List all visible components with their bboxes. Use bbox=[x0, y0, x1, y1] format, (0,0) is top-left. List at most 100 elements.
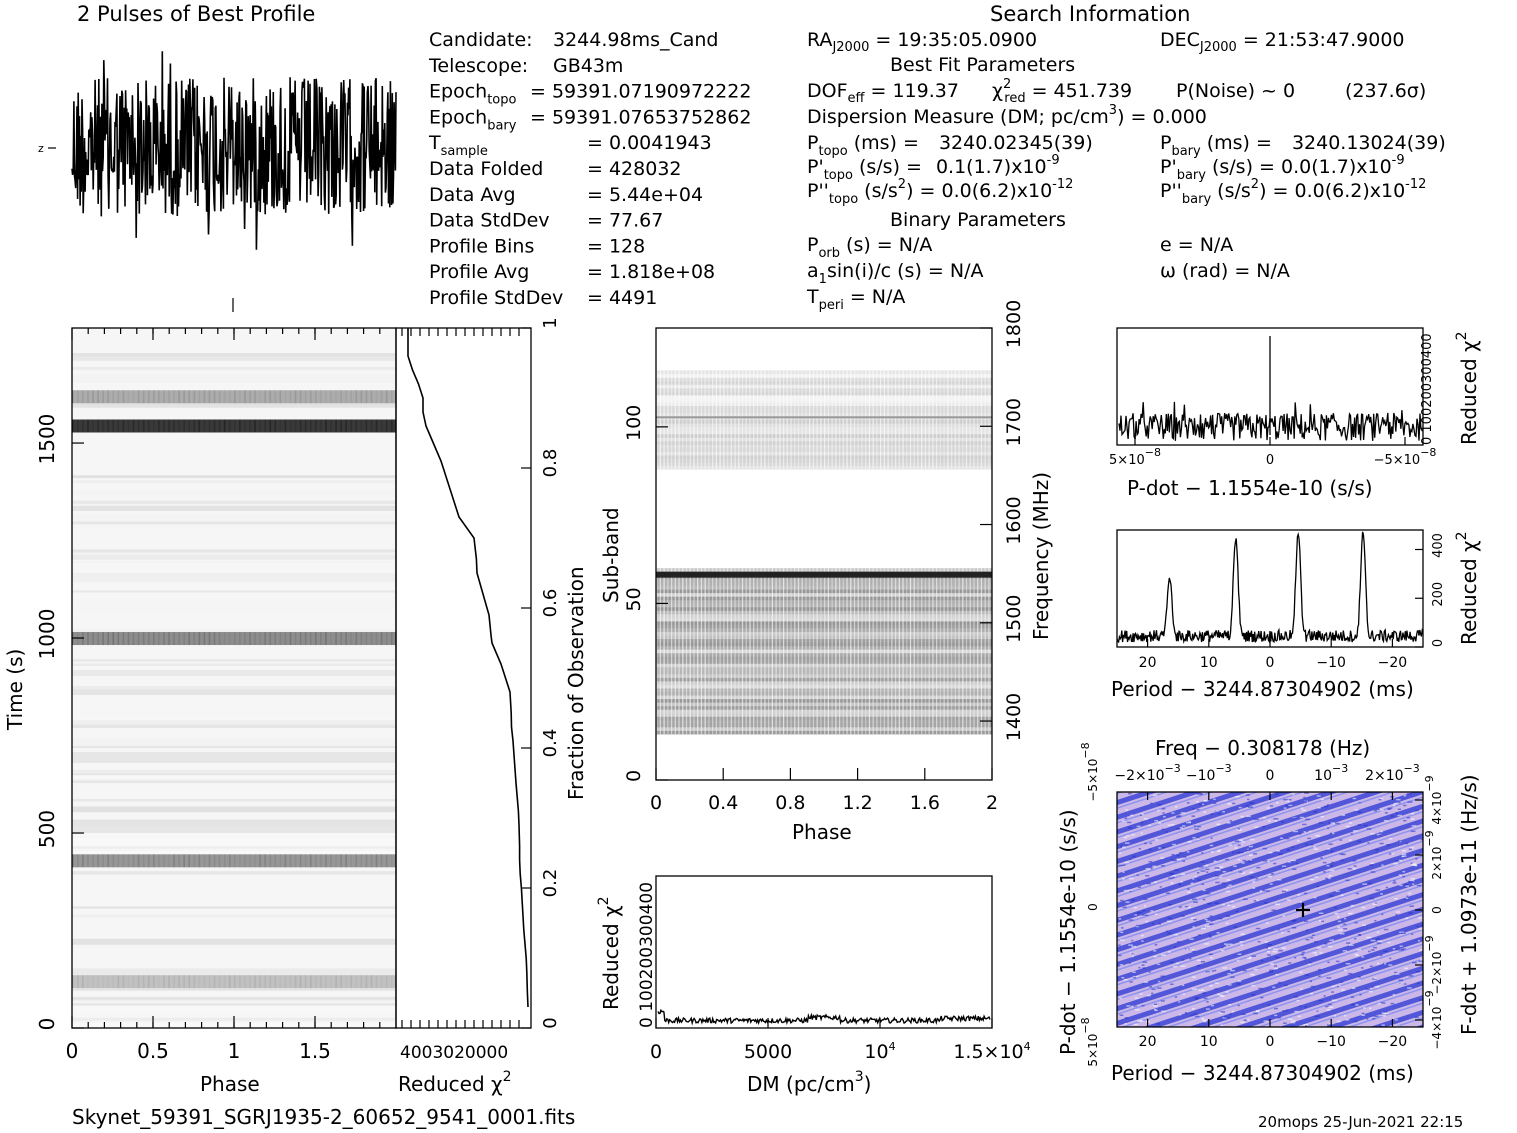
period-pdot-speckle bbox=[1237, 828, 1240, 830]
subband-streak bbox=[790, 568, 792, 735]
period-pdot-speckle bbox=[1331, 985, 1335, 988]
subband-streak bbox=[977, 370, 979, 470]
time-phase-band bbox=[72, 738, 396, 746]
period-pdot-speckle bbox=[1403, 794, 1407, 797]
period-pdot-speckle bbox=[1136, 874, 1139, 876]
period-pdot-speckle bbox=[1328, 864, 1334, 867]
period-pdot-speckle bbox=[1253, 1012, 1259, 1015]
period-pdot-speckle bbox=[1126, 1005, 1131, 1007]
time-phase-streak bbox=[370, 975, 373, 989]
period-pdot-speckle bbox=[1128, 919, 1134, 921]
time-phase-streak bbox=[375, 632, 378, 646]
subband-streak bbox=[670, 370, 673, 470]
period-pdot-speckle bbox=[1267, 1004, 1271, 1006]
period-pdot-speckle bbox=[1383, 950, 1388, 952]
subband-y2tick-label: 1500 bbox=[1003, 595, 1025, 643]
period-pdot-speckle bbox=[1288, 804, 1293, 807]
period-pdot-speckle bbox=[1174, 869, 1179, 871]
dm-xtick-label: 104 bbox=[864, 1040, 895, 1063]
footer-filename: Skynet_59391_SGRJ1935-2_60652_9541_0001.… bbox=[72, 1105, 575, 1129]
period-pdot-speckle bbox=[1146, 882, 1152, 885]
time-phase-streak bbox=[304, 975, 307, 989]
subband-streak bbox=[741, 370, 744, 470]
period-pdot-speckle bbox=[1226, 886, 1229, 888]
period-pdot-speckle bbox=[1310, 985, 1315, 988]
period-pdot-speckle bbox=[1240, 815, 1244, 818]
subband-row bbox=[656, 621, 992, 625]
period-pdot-speckle bbox=[1405, 842, 1409, 845]
time-phase-streak bbox=[304, 419, 307, 433]
period-pdot-speckle bbox=[1323, 871, 1326, 873]
period-pdot-speckle bbox=[1236, 829, 1242, 831]
period-pdot-speckle bbox=[1133, 976, 1137, 979]
time-phase-band bbox=[72, 718, 396, 722]
time-phase-streak bbox=[360, 632, 363, 646]
period-pdot-speckle bbox=[1190, 917, 1195, 919]
subband-row bbox=[656, 606, 992, 611]
subband-streak bbox=[685, 370, 688, 470]
subband-streak bbox=[965, 568, 968, 735]
period-pdot-speckle bbox=[1223, 943, 1228, 945]
period-pdot-speckle bbox=[1148, 860, 1153, 863]
time-phase-streak bbox=[370, 419, 373, 433]
subband-row bbox=[656, 659, 992, 664]
subband-streak bbox=[853, 370, 856, 470]
period-pdot-speckle bbox=[1232, 802, 1236, 805]
subband-streak bbox=[850, 568, 852, 735]
period-pdot-speckle bbox=[1329, 869, 1335, 872]
time-phase-streak bbox=[213, 632, 216, 646]
time-phase-band bbox=[72, 871, 396, 875]
subband-streak bbox=[868, 370, 871, 470]
period-pdot-speckle bbox=[1256, 899, 1259, 901]
time-phase-streak bbox=[360, 390, 363, 404]
period-pdot-speckle bbox=[1138, 847, 1142, 850]
pdot-series-line bbox=[1118, 336, 1422, 441]
period-pdot-speckle bbox=[1153, 1005, 1158, 1007]
period-pdot-speckle bbox=[1314, 876, 1319, 878]
period-pdot-speckle bbox=[1377, 962, 1380, 965]
period-pdot-speckle bbox=[1410, 812, 1415, 815]
time-phase-streak bbox=[315, 975, 317, 989]
subband-streak bbox=[678, 568, 680, 735]
time-phase-streak bbox=[299, 419, 302, 433]
subband-row bbox=[656, 719, 992, 724]
period-pdot-speckle bbox=[1278, 949, 1283, 952]
period-pdot-speckle bbox=[1160, 857, 1165, 859]
period-pdot-speckle bbox=[1285, 837, 1290, 840]
period-pdot-speckle bbox=[1216, 993, 1220, 996]
period-pdot-speckle bbox=[1420, 924, 1423, 927]
subband-streak bbox=[794, 370, 796, 470]
period-pdot-speckle bbox=[1352, 860, 1357, 862]
period-pdot-speckle bbox=[1408, 912, 1413, 914]
period-pdot-plot: 20 10 0 −10 −20−2×10−3 −10−3 0 10−3 2×10−35×10−8… bbox=[1056, 736, 1481, 1085]
pdot-ytick-text: 0 100200300400 bbox=[1420, 333, 1435, 445]
period-pdot-speckle bbox=[1314, 1015, 1320, 1017]
time-phase-streak bbox=[264, 975, 266, 989]
subband-streak bbox=[782, 370, 785, 470]
pddot-bary-row: P''bary (s/s2) = 0.0(6.2)x10-12 bbox=[1160, 177, 1426, 207]
subband-row bbox=[656, 652, 992, 657]
period-pdot-speckle bbox=[1166, 930, 1169, 932]
time-phase-streak bbox=[97, 419, 99, 433]
period-pdot-speckle bbox=[1310, 937, 1314, 939]
subband-streak bbox=[745, 568, 747, 735]
period-pdot-speckle bbox=[1192, 976, 1196, 978]
period-pdot-speckle bbox=[1202, 898, 1206, 901]
subband-streak bbox=[674, 370, 676, 470]
time-phase-streak bbox=[208, 854, 211, 868]
period-pdot-speckle bbox=[1123, 836, 1127, 839]
time-phase-streak bbox=[330, 975, 332, 988]
period-pdot-speckle bbox=[1309, 980, 1313, 983]
period-pdot-toptick-label: 2×10−3 bbox=[1365, 762, 1420, 784]
subband-streak bbox=[685, 568, 688, 735]
period-pdot-speckle bbox=[1218, 876, 1223, 879]
profile-series-line bbox=[71, 51, 397, 250]
period-pdot-speckle bbox=[1357, 840, 1362, 843]
period-pdot-speckle bbox=[1372, 1018, 1376, 1020]
time-phase-streak bbox=[391, 975, 393, 988]
chi2-row: χ2 red = 451.739 bbox=[992, 77, 1132, 106]
period-pdot-speckle bbox=[1383, 962, 1387, 965]
time-phase-streak bbox=[173, 854, 175, 868]
period-pdot-speckle bbox=[1303, 831, 1306, 833]
period-pdot-speckle bbox=[1219, 1012, 1223, 1014]
